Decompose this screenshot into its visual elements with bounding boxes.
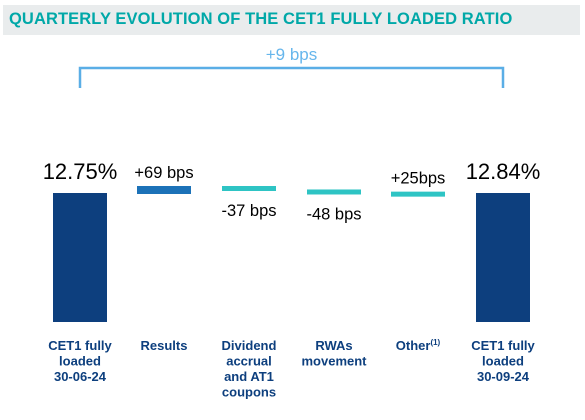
bar-change-4	[391, 191, 445, 197]
data-label-3: -48 bps	[306, 205, 361, 223]
category-label-3: RWAs movement	[301, 338, 367, 369]
data-label-4: +25bps	[391, 170, 446, 188]
bar-change-1	[137, 186, 191, 194]
bar-total-5	[476, 193, 530, 322]
data-label-0: 12.75%	[43, 159, 118, 184]
category-label-1: Results	[141, 338, 188, 353]
data-label-2: -37 bps	[221, 202, 276, 220]
category-label-2: Dividend accrual and AT1 coupons	[222, 338, 277, 400]
chart-title: QUARTERLY EVOLUTION OF THE CET1 FULLY LO…	[9, 10, 513, 28]
category-label-0: CET1 fully loaded 30-06-24	[48, 338, 112, 384]
bar-change-3	[307, 189, 361, 195]
category-label-5: CET1 fully loaded 30-09-24	[471, 338, 535, 384]
title-bar: QUARTERLY EVOLUTION OF THE CET1 FULLY LO…	[3, 5, 580, 35]
bar-total-0	[53, 193, 107, 322]
category-label-4: Other(1)	[396, 338, 441, 353]
data-label-5: 12.84%	[466, 159, 541, 184]
bracket-label: +9 bps	[266, 45, 318, 64]
change-bracket	[78, 66, 505, 88]
data-label-1: +69 bps	[134, 164, 193, 182]
bar-change-2	[222, 186, 276, 191]
